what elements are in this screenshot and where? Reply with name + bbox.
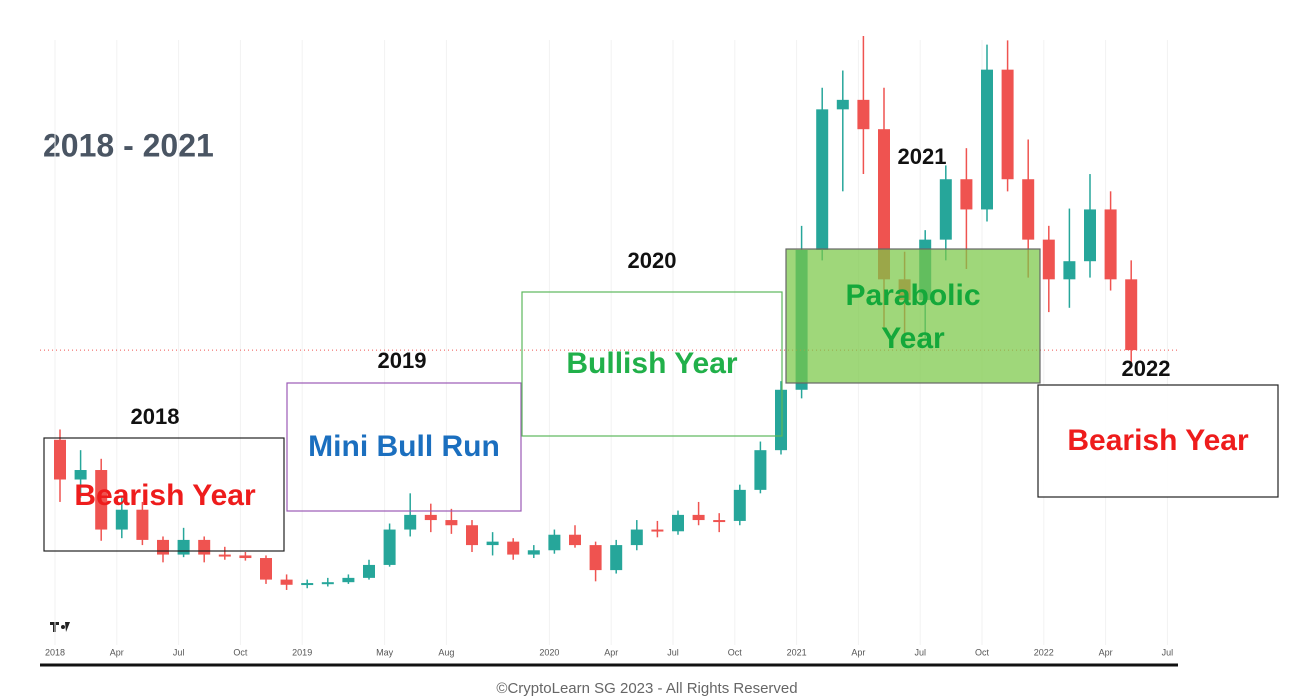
candle-body (713, 520, 726, 523)
annotation-box (521, 291, 783, 437)
candle-body (95, 470, 108, 530)
candle-body (548, 534, 561, 551)
annotation-year: 2021 (898, 144, 947, 169)
x-tick-label: 2022 (1034, 647, 1054, 657)
candle-body (1104, 209, 1117, 280)
candle-body (1063, 261, 1076, 280)
annotation-year: 2022 (1122, 356, 1171, 381)
x-tick-label: Apr (604, 647, 618, 657)
candle-body (816, 109, 829, 250)
tv-logo (50, 622, 70, 632)
x-tick-label: 2019 (292, 647, 312, 657)
candle-body (857, 99, 870, 130)
x-tick-label: Apr (110, 647, 124, 657)
annotation-box (43, 437, 285, 552)
candle-body (939, 179, 952, 240)
candle-body (672, 514, 684, 532)
x-tick-label: Jul (1162, 647, 1174, 657)
annotation-label: Bearish Year (74, 479, 256, 512)
candle-body (260, 558, 272, 580)
x-tick-label: Oct (975, 647, 990, 657)
candle-body (383, 529, 396, 565)
candle-body (836, 99, 849, 110)
candle-body (136, 509, 149, 540)
candle-body (569, 534, 581, 546)
candle-body (486, 541, 499, 546)
candle-body (342, 577, 355, 583)
x-tick-label: 2020 (539, 647, 559, 657)
candle-body (445, 520, 458, 526)
candle-body (239, 555, 252, 559)
copyright: ©CryptoLearn SG 2023 - All Rights Reserv… (496, 680, 797, 696)
candle-body (218, 554, 231, 557)
candle-body (981, 69, 993, 210)
candle-body (115, 509, 128, 530)
x-tick-label: Apr (851, 647, 865, 657)
candle-body (1001, 69, 1014, 180)
x-tick-label: Jul (914, 647, 926, 657)
candle-body (651, 529, 664, 532)
candle-body (878, 129, 890, 280)
candle-body (1084, 209, 1096, 262)
x-tick-label: Apr (1099, 647, 1113, 657)
x-tick-label: 2021 (787, 647, 807, 657)
candles (54, 36, 1138, 590)
candle-body (775, 389, 787, 451)
annotation-label: Bullish Year (566, 347, 738, 380)
candle-body (404, 514, 417, 530)
annotation-box (1037, 384, 1279, 498)
candle-body (74, 470, 87, 480)
x-tick-label: May (376, 647, 394, 657)
x-tick-label: Jul (667, 647, 679, 657)
chart-title: 2018 - 2021 (43, 127, 214, 163)
annotation-box (286, 382, 522, 512)
x-tick-label: Aug (438, 647, 454, 657)
candle-body (754, 450, 767, 490)
candle-body (198, 539, 211, 555)
candle-body (630, 529, 643, 546)
candle-body (589, 545, 602, 571)
annotation-label: Mini Bull Run (308, 430, 500, 463)
annotation-label: Parabolic (845, 279, 980, 312)
candle-body (424, 514, 437, 521)
annotation-box (785, 248, 1041, 384)
annotation-year: 2018 (131, 404, 180, 429)
annotation-year: 2020 (628, 248, 677, 273)
candle-body (54, 439, 66, 480)
annotation-label: Year (881, 322, 945, 355)
annotation-label: Bearish Year (1067, 424, 1249, 457)
candle-body (507, 541, 520, 555)
candle-body (301, 583, 314, 586)
candle-body (692, 514, 705, 521)
candle-body (280, 579, 293, 585)
candle-body (177, 539, 190, 555)
candle-body (321, 582, 334, 585)
x-tick-label: Oct (233, 647, 248, 657)
x-tick-label: Jul (173, 647, 185, 657)
candle-body (960, 179, 973, 210)
candle-body (733, 489, 746, 521)
candle-body (157, 539, 169, 555)
candle-body (363, 564, 375, 578)
candle-body (1125, 279, 1138, 351)
x-tick-label: Oct (728, 647, 743, 657)
candle-body (466, 525, 478, 546)
grid (54, 40, 1168, 645)
candle-body (1042, 239, 1055, 280)
x-tick-label: 2018 (45, 647, 65, 657)
candle-body (527, 550, 540, 555)
annotation-year: 2019 (378, 348, 427, 373)
candle-body (610, 545, 623, 571)
candle-body (1022, 179, 1035, 240)
